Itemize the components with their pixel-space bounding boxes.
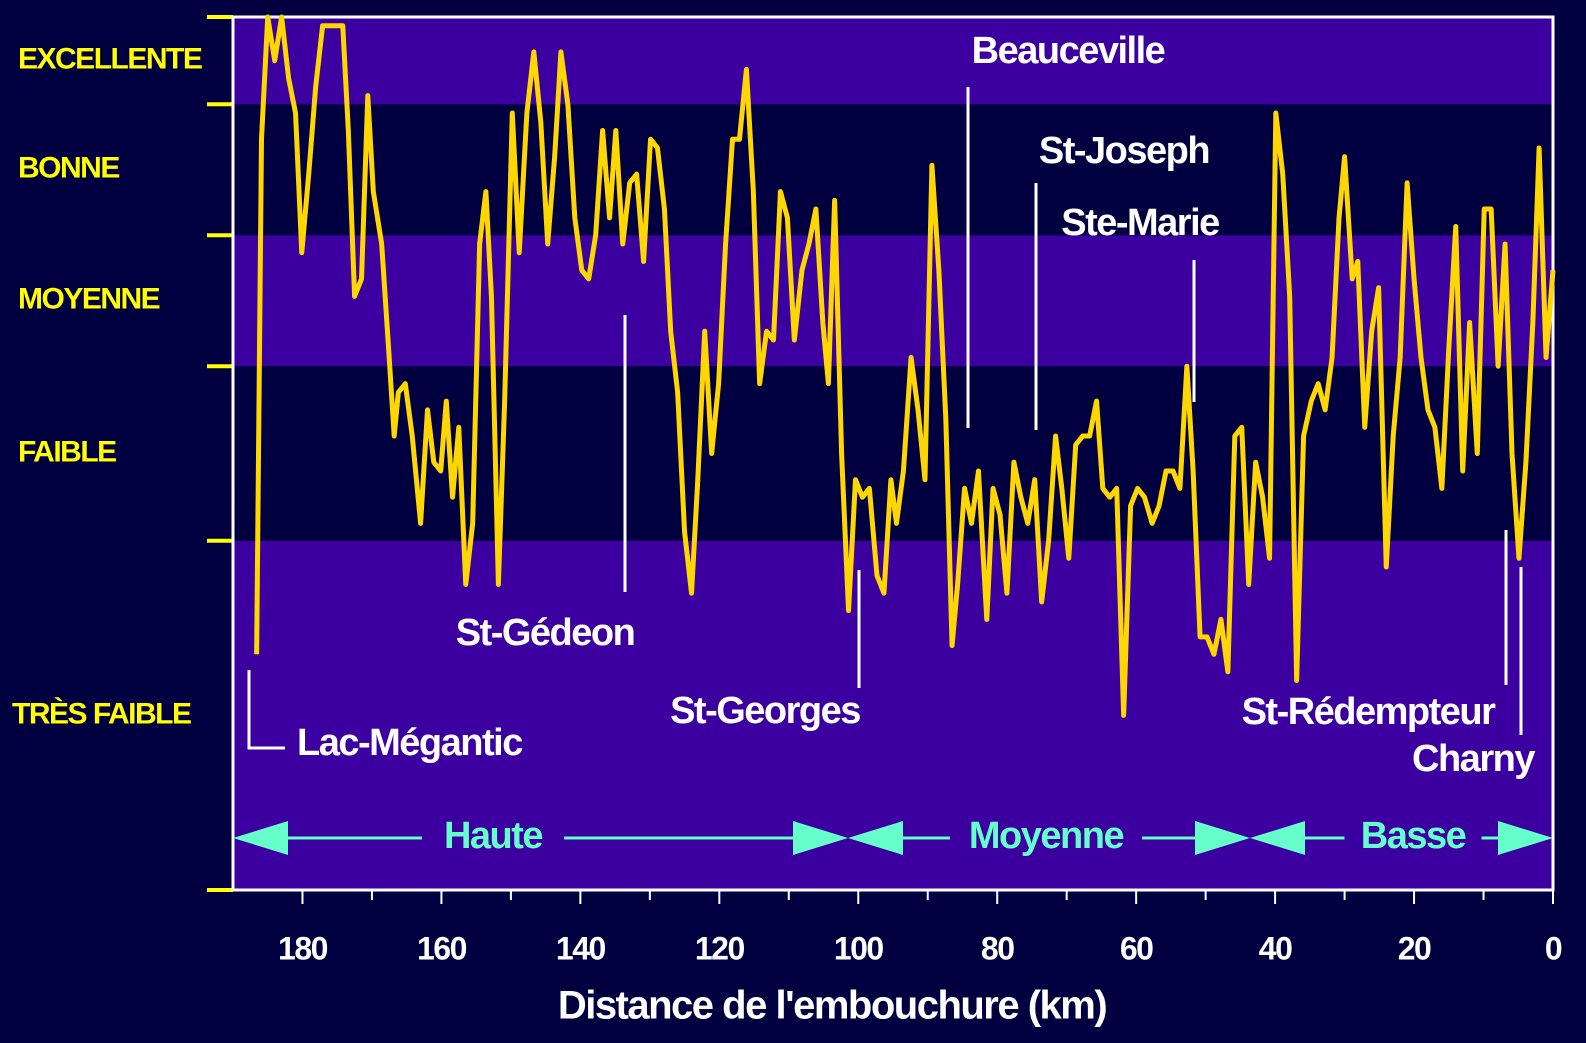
y-band-label: MOYENNE	[18, 283, 160, 316]
x-tick-label: 20	[1398, 930, 1431, 966]
data-line	[254, 14, 1556, 718]
annotation: Lac-Mégantic	[297, 722, 523, 764]
band	[233, 235, 1553, 367]
segment-label: Basse	[1361, 815, 1466, 857]
x-tick-label: 120	[695, 930, 745, 966]
annotation: St-Georges	[670, 690, 860, 732]
annotation: St-Rédempteur	[1242, 691, 1497, 733]
annotation: St-Gédeon	[456, 612, 635, 654]
annotation: Charny	[1412, 738, 1535, 780]
band	[233, 104, 1553, 236]
segment-arrow	[793, 821, 848, 855]
x-tick-label: 60	[1120, 930, 1153, 966]
segment-arrow	[1498, 821, 1553, 855]
band	[233, 17, 1553, 105]
segment-arrow	[1195, 821, 1250, 855]
bands	[233, 17, 1553, 890]
segment-arrow	[848, 821, 903, 855]
annotation-leader	[247, 670, 285, 750]
x-tick-label: 80	[981, 930, 1014, 966]
x-tick-label: 180	[278, 930, 328, 966]
y-band-label: TRÈS FAIBLE	[12, 696, 191, 730]
segment-arrow	[1250, 821, 1305, 855]
segment-arrow	[233, 821, 288, 855]
x-tick-label: 0	[1545, 930, 1562, 966]
annotation: St-Joseph	[1039, 130, 1209, 172]
y-band-label: BONNE	[18, 152, 119, 185]
y-band-label: EXCELLENTE	[18, 43, 202, 76]
x-tick-label: 140	[556, 930, 606, 966]
x-tick-label: 160	[417, 930, 467, 966]
y-band-label: FAIBLE	[18, 435, 116, 468]
x-tick-label: 100	[834, 930, 884, 966]
segment-label: Haute	[444, 815, 542, 857]
x-axis-label: Distance de l'embouchure (km)	[558, 984, 1107, 1028]
x-tick-label: 40	[1259, 930, 1292, 966]
annotation: Ste-Marie	[1061, 202, 1219, 244]
segment-label: Moyenne	[969, 815, 1124, 857]
plot-frame	[231, 15, 1555, 892]
annotation: Beauceville	[972, 30, 1165, 72]
